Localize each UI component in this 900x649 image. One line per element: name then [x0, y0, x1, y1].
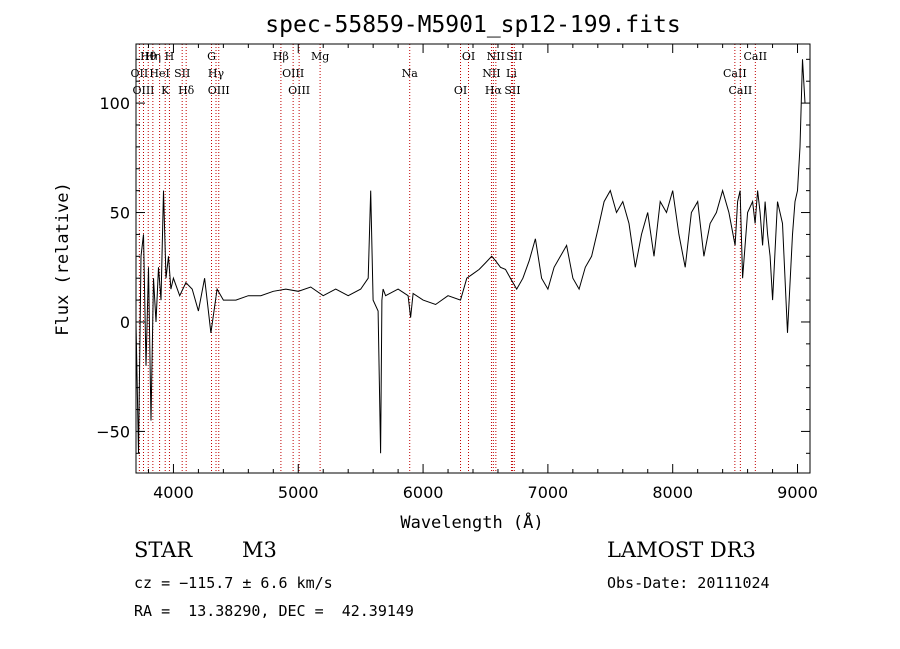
x-tick-label: 9000 — [777, 483, 818, 502]
plot-frame — [135, 43, 811, 474]
survey-name: LAMOST DR3 — [607, 538, 756, 562]
x-tick-label: 5000 — [278, 483, 319, 502]
spectral-line-label: NII — [487, 50, 505, 63]
spectral-line-label: SII — [504, 84, 520, 97]
spectral-line-label: Hγ — [208, 67, 225, 80]
spectral-line-label: K — [161, 84, 170, 97]
y-tick-label: 50 — [110, 204, 130, 223]
spectral-lines-layer: HθOIIOIIIHηHeIKHSIIHδGHγOIIIHβOIIIOIIIMg… — [131, 44, 767, 473]
spectral-line-label: Hα — [485, 84, 503, 97]
observation-date: Obs-Date: 20111024 — [607, 574, 770, 592]
y-tick-label: 100 — [99, 94, 130, 113]
y-axis-label: Flux (relative) — [53, 182, 73, 336]
spectral-line-label: OIII — [132, 84, 154, 97]
spectral-line-label: HeI — [149, 67, 169, 80]
redshift-cz: cz = −115.7 ± 6.6 km/s — [134, 574, 333, 592]
spectral-line-label: NII — [482, 67, 500, 80]
chart-title: spec-55859-M5901_sp12-199.fits — [265, 12, 680, 38]
spectral-line-label: OI — [462, 50, 475, 63]
coordinates: RA = 13.38290, DEC = 42.39149 — [134, 602, 414, 620]
spectral-line-label: Hβ — [273, 50, 289, 63]
flux-series-line — [135, 59, 806, 454]
object-subclass: M3 — [242, 538, 277, 562]
spectral-line-label: OI — [454, 84, 467, 97]
object-class: STAR — [134, 538, 193, 562]
y-tick-label: −50 — [96, 422, 130, 441]
ticks-layer: 4000 5000 6000 7000 8000 9000 −50 0 50 100 — [96, 44, 818, 502]
spectral-line-label: Na — [402, 67, 419, 80]
spectral-line-label: G — [207, 50, 216, 63]
spectral-line-label: CaII — [723, 67, 747, 80]
spectral-line-label: SII — [506, 50, 522, 63]
spectral-line-label: OIII — [288, 84, 310, 97]
spectral-line-label: OII — [131, 67, 149, 80]
spectral-line-label: H — [165, 50, 175, 63]
spectral-line-label: CaII — [743, 50, 767, 63]
spectral-line-label: Hη — [145, 50, 161, 63]
x-tick-label: 7000 — [528, 483, 569, 502]
spectral-line-label: Hδ — [178, 84, 195, 97]
y-tick-label: 0 — [120, 313, 130, 332]
x-tick-label: 8000 — [652, 483, 693, 502]
spectral-line-label: SII — [174, 67, 190, 80]
spectral-line-label: OIII — [282, 67, 304, 80]
x-tick-label: 4000 — [153, 483, 194, 502]
spectral-line-label: CaII — [729, 84, 753, 97]
x-axis-label: Wavelength (Å) — [400, 511, 543, 533]
spectral-line-label: OIII — [208, 84, 230, 97]
spectral-line-label: Li — [506, 67, 517, 80]
spectral-line-label: Mg — [311, 50, 329, 63]
series-layer — [135, 59, 806, 454]
x-tick-label: 6000 — [403, 483, 444, 502]
